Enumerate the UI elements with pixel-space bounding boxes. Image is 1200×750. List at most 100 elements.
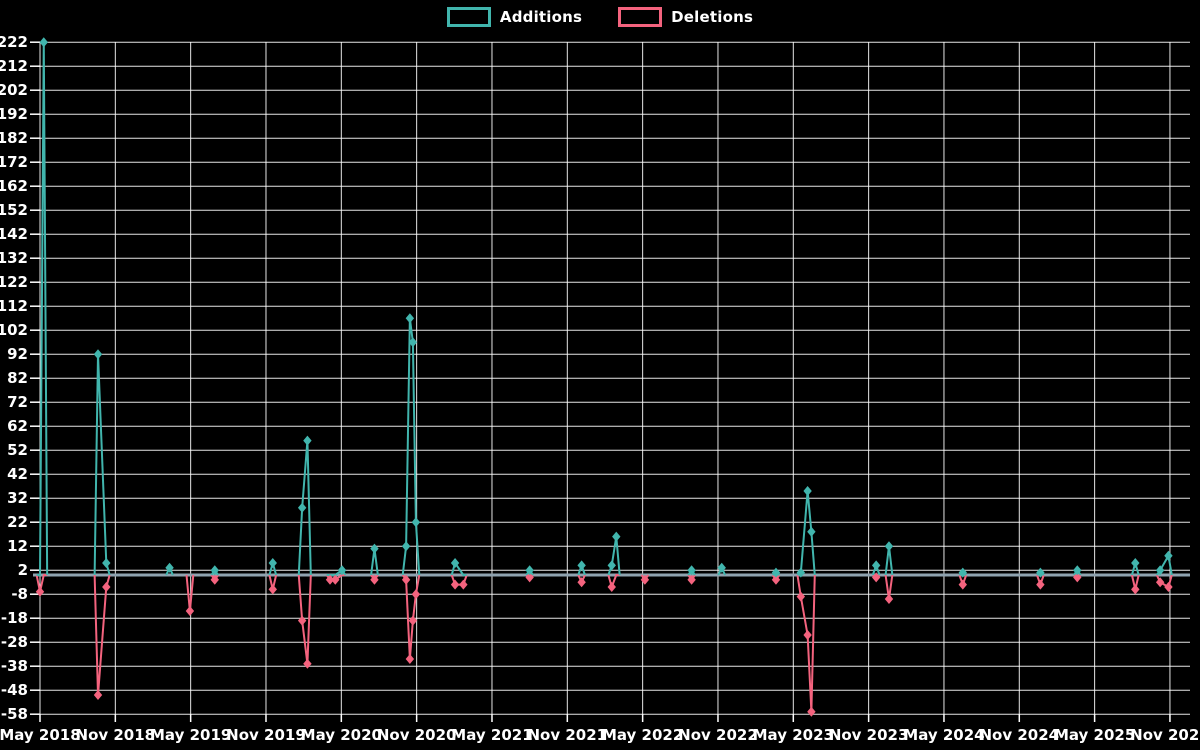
y-tick-label: 192 (0, 105, 28, 123)
y-tick-label: 22 (7, 513, 28, 531)
additions-line (401, 317, 421, 576)
deletions-marker (1131, 584, 1140, 595)
y-tick-label: 42 (7, 465, 28, 483)
y-tick-label: 52 (7, 441, 28, 459)
deletions-marker (370, 574, 379, 585)
y-tick-label: -48 (1, 681, 28, 699)
x-tick-label: Nov 2021 (528, 726, 608, 744)
deletions-marker (525, 572, 534, 583)
deletions-legend-label: Deletions (671, 8, 754, 26)
additions-marker (1073, 565, 1082, 576)
deletions-marker (35, 586, 45, 597)
y-tick-label: 72 (7, 393, 28, 411)
additions-line (93, 353, 111, 576)
additions-marker (303, 435, 312, 446)
x-tick-label: Nov 2019 (226, 726, 306, 744)
additions-marker (210, 565, 219, 576)
additions-marker (93, 349, 103, 360)
additions-marker (370, 543, 379, 554)
deletions-line (607, 574, 620, 588)
y-tick-label: 92 (7, 345, 28, 363)
deletions-marker (577, 577, 586, 588)
additions-marker (405, 313, 415, 324)
x-tick-label: May 2019 (150, 726, 231, 744)
deletions-marker (459, 579, 468, 590)
additions-marker (884, 541, 894, 552)
deletions-marker (884, 594, 894, 604)
deletions-marker (640, 574, 650, 585)
additions-legend-label: Additions (499, 8, 583, 26)
y-tick-label: 2 (18, 561, 28, 579)
legend-item-deletions[interactable]: Deletions (618, 7, 753, 27)
additions-line (607, 535, 621, 576)
x-tick-label: May 2021 (451, 726, 532, 744)
y-tick-label: 132 (0, 249, 28, 267)
deletions-line (93, 574, 111, 696)
additions-marker (1155, 565, 1165, 576)
deletions-marker (1073, 572, 1082, 583)
x-tick-label: Nov 2024 (979, 726, 1059, 744)
legend-item-additions[interactable]: Additions (446, 7, 583, 27)
deletions-marker (331, 574, 340, 585)
additions-marker (39, 37, 48, 48)
additions-line (36, 41, 49, 576)
y-tick-label: 172 (0, 153, 28, 171)
deletions-marker (796, 591, 806, 602)
x-tick-label: May 2018 (0, 726, 81, 744)
additions-marker (803, 486, 812, 496)
additions-marker (796, 567, 806, 578)
y-tick-label: 122 (0, 273, 28, 291)
deletions-marker (607, 582, 616, 592)
deletions-marker (450, 579, 460, 590)
y-tick-label: -38 (1, 657, 28, 675)
additions-marker (297, 502, 307, 513)
deletions-marker (325, 574, 335, 585)
additions-marker (871, 560, 881, 571)
additions-line (297, 439, 312, 576)
deletions-line (1155, 574, 1173, 588)
additions-marker (717, 562, 726, 573)
deletions-line (297, 574, 312, 665)
y-tick-label: 142 (0, 225, 28, 243)
y-tick-label: -8 (11, 585, 28, 603)
y-tick-label: 32 (7, 489, 28, 507)
deletions-marker (210, 574, 219, 585)
y-tick-label: 202 (0, 81, 28, 99)
deletions-marker (807, 706, 816, 717)
deletions-line (35, 574, 48, 593)
x-tick-label: Nov 2025 (1130, 726, 1200, 744)
deletions-line (185, 574, 195, 612)
x-tick-label: Nov 2018 (76, 726, 156, 744)
y-tick-label: 162 (0, 177, 28, 195)
additions-swatch-icon (446, 7, 491, 27)
additions-marker (687, 565, 696, 576)
deletions-marker (268, 584, 277, 595)
additions-marker (1036, 567, 1045, 578)
additions-marker (1164, 550, 1173, 561)
x-tick-label: May 2020 (301, 726, 382, 744)
additions-marker (577, 560, 586, 571)
deletions-marker (405, 654, 415, 664)
x-tick-label: May 2023 (753, 726, 834, 744)
deletions-swatch-icon (618, 7, 663, 27)
x-tick-label: May 2022 (602, 726, 683, 744)
additions-line (450, 562, 467, 576)
deletions-marker (102, 582, 111, 592)
additions-marker (401, 541, 411, 552)
y-tick-label: 182 (0, 129, 28, 147)
deletions-marker (771, 574, 781, 585)
additions-marker (1131, 558, 1140, 568)
additions-marker (958, 567, 967, 578)
y-tick-label: 102 (0, 321, 28, 339)
additions-marker (612, 531, 621, 542)
y-tick-label: 82 (7, 369, 28, 387)
x-tick-label: May 2024 (903, 726, 984, 744)
y-tick-label: -28 (1, 633, 28, 651)
deletions-marker (871, 572, 881, 583)
additions-marker (337, 565, 347, 576)
additions-marker (408, 337, 418, 348)
additions-marker (771, 567, 781, 578)
additions-marker (268, 558, 277, 568)
